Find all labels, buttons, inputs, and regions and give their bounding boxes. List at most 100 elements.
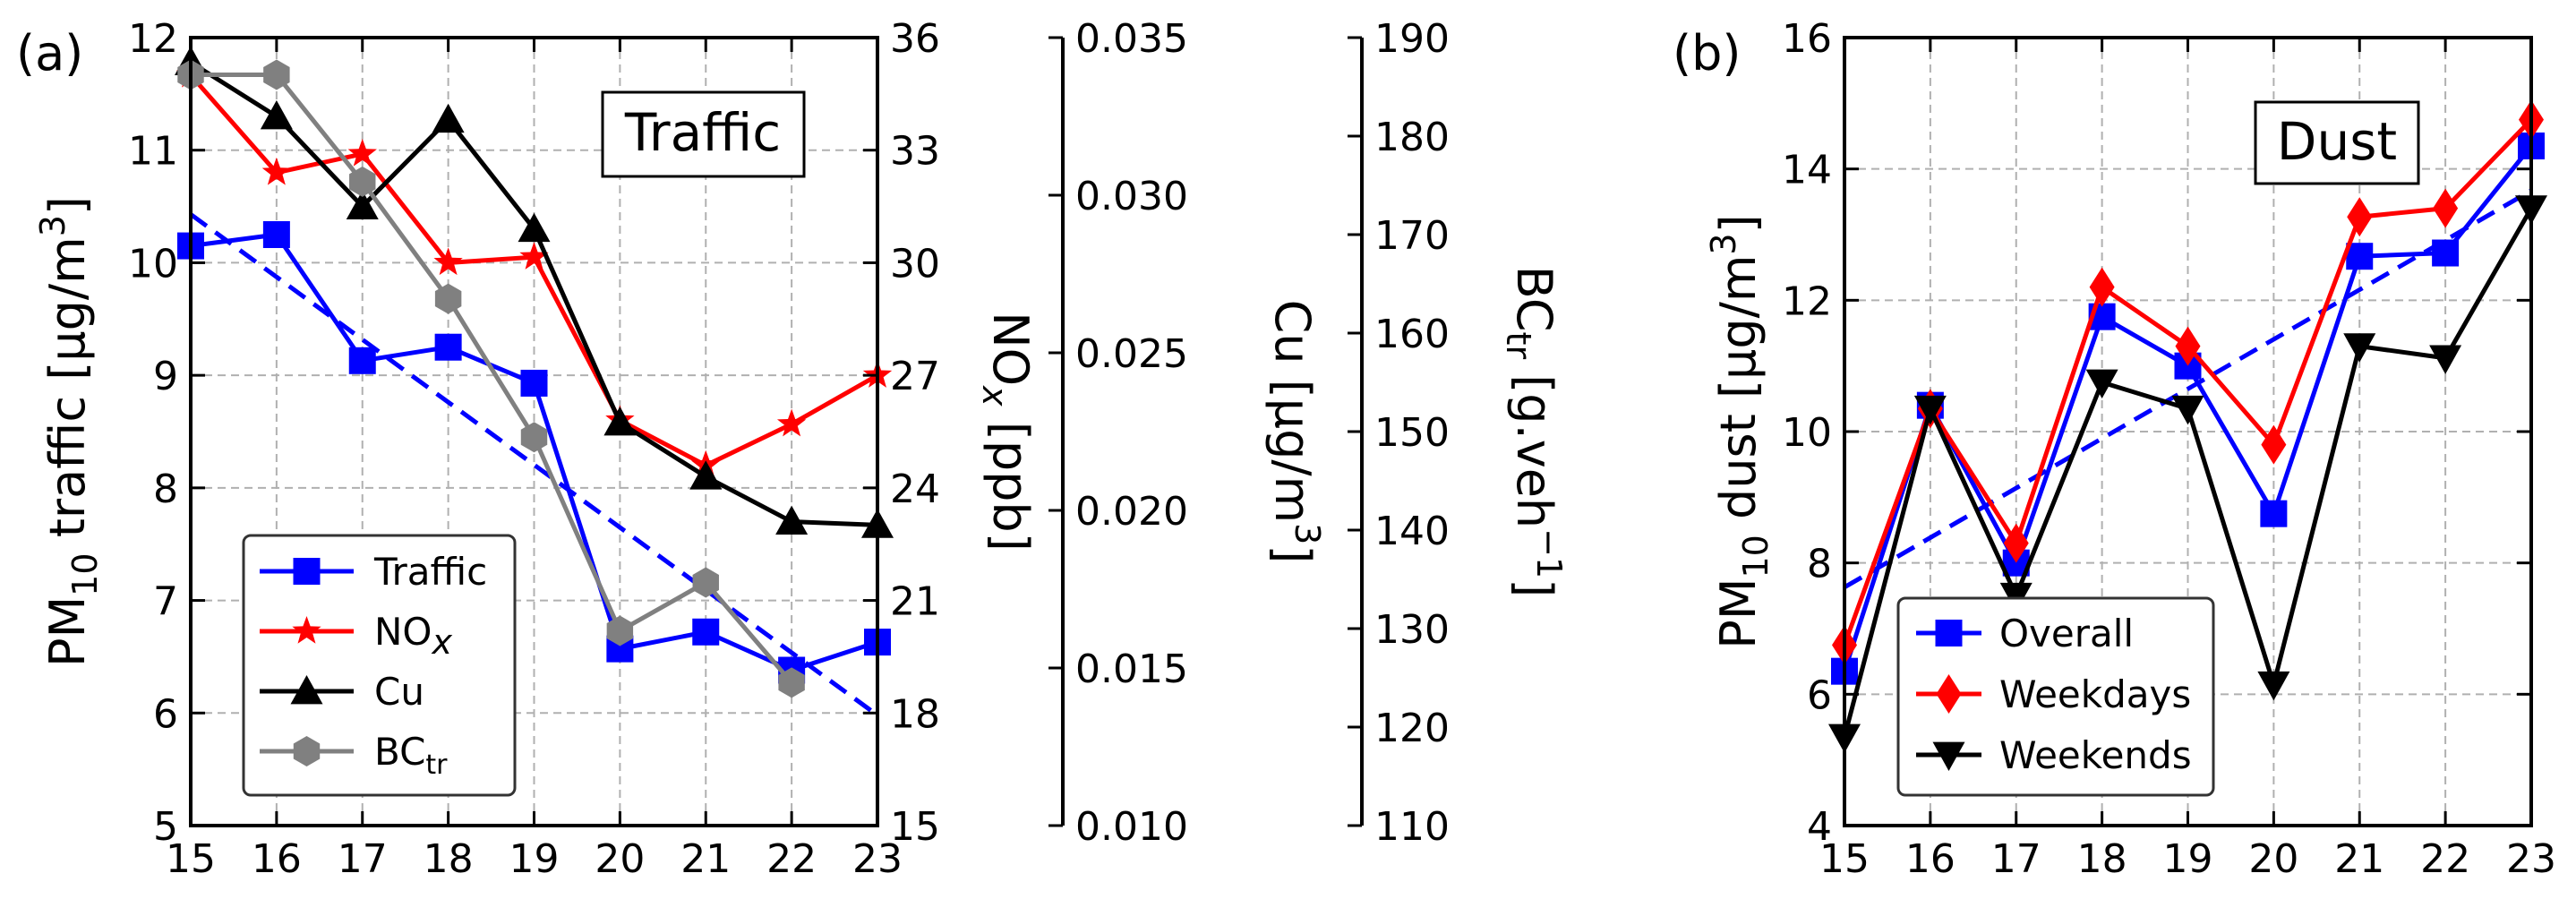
legend-label-weekends: Weekends	[1999, 733, 2192, 777]
a-y-cu-label: Cu [µg/m3]	[1264, 300, 1327, 564]
data-point-bctr	[606, 615, 634, 646]
x-tick-label: 21	[680, 836, 731, 882]
nox-tick-label: 27	[890, 354, 940, 399]
x-tick-label: 20	[595, 836, 645, 882]
x-tick-label: 17	[1991, 836, 2041, 882]
data-point-weekends	[2343, 333, 2376, 363]
spine-tick-label: 0.025	[1075, 331, 1188, 377]
trendline	[189, 212, 879, 717]
legend-label-bctr: BCtr	[374, 730, 448, 781]
panel-b-ticks: 15 16 17 18 19 20 21 22 23 4 6 8 10 12 14 16	[1782, 16, 2556, 882]
y-tick-label: 5	[153, 804, 178, 850]
a-y-left-label: PM10 traffic [µg/m3]	[33, 196, 105, 667]
x-tick-label: 15	[1819, 836, 1870, 882]
x-tick-label: 16	[252, 836, 302, 882]
data-point-weekdays	[2089, 267, 2115, 307]
data-point-traffic	[348, 347, 376, 374]
series-bctr	[177, 59, 805, 698]
panel-b-label: (b)	[1673, 25, 1741, 81]
data-point-cu	[775, 505, 809, 535]
bc-axis-ticks: 110 120 130 140 150 160 170 180 190	[1348, 16, 1450, 850]
legend-label-nox: NOx	[374, 610, 452, 662]
data-point-traffic	[434, 333, 462, 361]
x-tick-label: 22	[2420, 836, 2470, 882]
x-tick-label: 15	[166, 836, 216, 882]
panel-b: (b) 15 16 17 18 19 20 21 22 23 4 6 8 10 12 14 16 Dust P…	[1673, 16, 2556, 882]
data-point-overall	[2432, 239, 2460, 267]
y-tick-label: 6	[153, 691, 178, 737]
spine-tick-label: 190	[1374, 16, 1450, 62]
x-tick-label: 16	[1905, 836, 1956, 882]
traffic-annotation: Traffic	[601, 90, 806, 178]
spine-tick-label: 160	[1374, 312, 1450, 357]
x-tick-label: 18	[2077, 836, 2127, 882]
legend-label-weekdays: Weekdays	[1999, 672, 2191, 716]
legend-marker-overall	[1935, 620, 1963, 646]
nox-tick-label: 30	[890, 241, 940, 287]
panel-b-series	[1828, 99, 2547, 753]
dust-annotation-text: Dust	[2277, 111, 2397, 172]
y-tick-label: 6	[1807, 672, 1832, 718]
data-point-weekdays	[2433, 188, 2459, 228]
nox-tick-label: 18	[890, 691, 940, 737]
nox-tick-label: 33	[890, 129, 940, 175]
panel-a-label: (a)	[16, 25, 83, 81]
spine-tick-label: 0.030	[1075, 174, 1188, 219]
x-tick-label: 22	[766, 836, 817, 882]
data-point-nox	[347, 138, 377, 167]
data-point-cu	[432, 103, 465, 133]
y-tick-label: 7	[153, 579, 178, 625]
spine-tick-label: 0.020	[1075, 489, 1188, 535]
bc-axis: 110 120 130 140 150 160 170 180 190 BCtr [g.veh−…	[1348, 16, 1569, 850]
x-tick-label: 23	[2506, 836, 2556, 882]
x-tick-label: 17	[338, 836, 388, 882]
panel-a-trendline	[189, 212, 879, 717]
data-point-weekdays	[2347, 197, 2373, 237]
y-tick-label: 12	[1782, 278, 1832, 324]
panel-b-trendline	[1843, 188, 2533, 589]
data-point-cu	[518, 212, 551, 243]
legend-marker-weekends	[1932, 741, 1965, 771]
data-point-nox	[519, 242, 549, 270]
spine-tick-label: 0.015	[1075, 646, 1188, 692]
data-point-traffic	[692, 618, 720, 646]
nox-tick-label: 21	[890, 579, 940, 625]
cu-axis: 0.010 0.015 0.020 0.025 0.030 0.035 Cu [µg/m3…	[1048, 16, 1327, 850]
spine-tick-label: 130	[1374, 607, 1450, 653]
nox-tick-label: 15	[890, 804, 940, 850]
legend-label-cu: Cu	[374, 670, 424, 714]
dust-annotation: Dust	[2254, 100, 2420, 185]
legend-label-traffic: Traffic	[373, 550, 487, 594]
legend-marker-bctr	[293, 736, 321, 766]
legend-marker-traffic	[293, 558, 321, 585]
x-tick-label: 20	[2248, 836, 2298, 882]
data-point-overall	[2260, 500, 2288, 527]
data-point-cu	[260, 100, 293, 130]
spine-tick-label: 150	[1374, 410, 1450, 456]
data-point-nox	[776, 408, 807, 437]
data-point-bctr	[349, 166, 376, 197]
a-y-nox-label: NOx [ppb]	[975, 312, 1039, 552]
nox-tick-label: 24	[890, 467, 940, 512]
data-point-bctr	[263, 59, 290, 90]
y-tick-label: 16	[1782, 16, 1832, 62]
spine-tick-label: 140	[1374, 509, 1450, 554]
data-point-traffic	[262, 221, 290, 248]
x-tick-label: 19	[2163, 836, 2213, 882]
data-point-weekdays	[2175, 326, 2201, 366]
panel-a-ticks: 15 16 17 18 19 20 21 22 23 5 6 7 8 9 10 11 12 15 18 21 24 27 3…	[128, 16, 940, 882]
data-point-bctr	[692, 567, 719, 598]
data-point-weekends	[2257, 671, 2290, 701]
data-point-bctr	[778, 667, 805, 698]
data-point-nox	[261, 157, 292, 185]
data-point-weekends	[1913, 395, 1947, 425]
y-tick-label: 14	[1782, 148, 1832, 193]
cu-axis-ticks: 0.010 0.015 0.020 0.025 0.030 0.035	[1048, 16, 1188, 850]
data-point-cu	[603, 406, 637, 436]
data-point-weekends	[2429, 345, 2462, 374]
data-point-weekdays	[2261, 424, 2287, 465]
y-tick-label: 8	[1807, 542, 1832, 587]
y-tick-label: 4	[1807, 804, 1832, 850]
y-tick-label: 8	[153, 467, 178, 512]
